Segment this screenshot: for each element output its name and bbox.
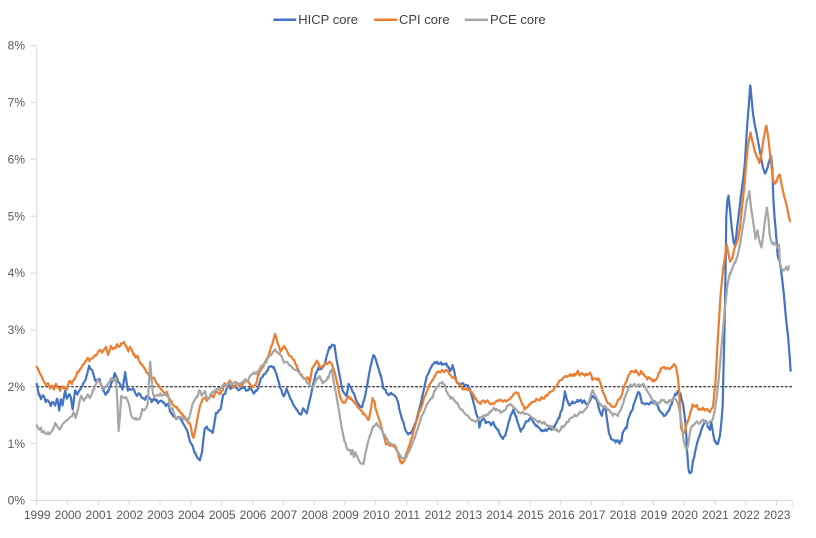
svg-text:2003: 2003 (147, 508, 174, 522)
svg-text:2012: 2012 (425, 508, 452, 522)
svg-text:2004: 2004 (178, 508, 205, 522)
svg-text:0%: 0% (8, 494, 26, 508)
svg-text:2%: 2% (8, 380, 26, 394)
svg-text:2006: 2006 (240, 508, 267, 522)
svg-text:2010: 2010 (363, 508, 390, 522)
svg-text:2005: 2005 (209, 508, 236, 522)
svg-text:7%: 7% (8, 96, 26, 110)
svg-text:2017: 2017 (579, 508, 606, 522)
svg-text:2018: 2018 (610, 508, 637, 522)
svg-text:CPI core: CPI core (399, 12, 450, 27)
svg-text:4%: 4% (8, 266, 26, 280)
svg-text:3%: 3% (8, 323, 26, 337)
svg-text:2008: 2008 (301, 508, 328, 522)
svg-text:2016: 2016 (548, 508, 575, 522)
svg-text:2014: 2014 (486, 508, 513, 522)
svg-text:5%: 5% (8, 209, 26, 223)
svg-text:2007: 2007 (270, 508, 297, 522)
svg-text:2019: 2019 (640, 508, 667, 522)
svg-text:2021: 2021 (702, 508, 729, 522)
svg-text:8%: 8% (8, 39, 26, 53)
svg-text:2023: 2023 (764, 508, 791, 522)
svg-text:2001: 2001 (86, 508, 113, 522)
svg-text:6%: 6% (8, 152, 26, 166)
svg-text:2013: 2013 (455, 508, 482, 522)
svg-text:2009: 2009 (332, 508, 359, 522)
svg-text:1999: 1999 (24, 508, 51, 522)
svg-text:2015: 2015 (517, 508, 544, 522)
svg-text:2022: 2022 (733, 508, 760, 522)
svg-text:2020: 2020 (671, 508, 698, 522)
svg-text:2002: 2002 (116, 508, 143, 522)
svg-text:2011: 2011 (394, 508, 420, 522)
svg-text:2000: 2000 (55, 508, 82, 522)
svg-text:HICP core: HICP core (298, 12, 358, 27)
svg-text:PCE core: PCE core (490, 12, 546, 27)
svg-text:1%: 1% (8, 437, 26, 451)
